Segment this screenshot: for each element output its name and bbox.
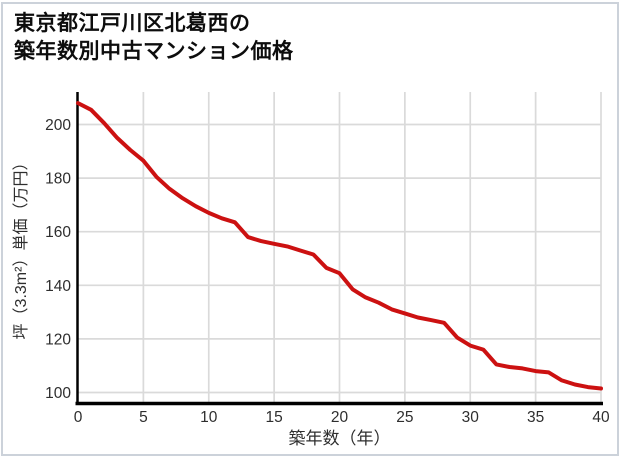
x-tick-label: 25 bbox=[396, 409, 413, 426]
y-tick-label: 120 bbox=[45, 331, 71, 348]
y-tick-label: 100 bbox=[45, 385, 71, 402]
x-tick-label: 0 bbox=[74, 409, 83, 426]
y-tick-label: 160 bbox=[45, 224, 71, 241]
x-tick-label: 35 bbox=[527, 409, 544, 426]
chart-title: 東京都江戸川区北葛西の 築年数別中古マンション価格 bbox=[14, 10, 294, 66]
x-tick-label: 40 bbox=[592, 409, 610, 426]
chart-title-line2: 築年数別中古マンション価格 bbox=[14, 40, 294, 63]
x-axis-title: 築年数（年） bbox=[289, 429, 391, 448]
x-tick-label: 15 bbox=[266, 409, 283, 426]
x-tick-label: 10 bbox=[200, 409, 218, 426]
x-tick-label: 5 bbox=[139, 409, 148, 426]
y-tick-label: 180 bbox=[45, 171, 71, 188]
x-tick-label: 30 bbox=[462, 409, 480, 426]
chart-panel: 東京都江戸川区北葛西の 築年数別中古マンション価格 0 5 10 15 20 25 30 35… bbox=[1, 2, 619, 456]
y-axis-title: 坪（3.3m²）単価（万円） bbox=[12, 155, 30, 340]
x-tick-label: 20 bbox=[331, 409, 349, 426]
price-line bbox=[76, 101, 603, 391]
y-tick-label: 140 bbox=[45, 278, 71, 295]
price-line-chart: 0 5 10 15 20 25 30 35 40 100 120 140 160 180 200 築年数（年）… bbox=[12, 92, 610, 448]
y-tick-label: 200 bbox=[45, 117, 71, 134]
chart-title-line1: 東京都江戸川区北葛西の bbox=[14, 12, 251, 35]
